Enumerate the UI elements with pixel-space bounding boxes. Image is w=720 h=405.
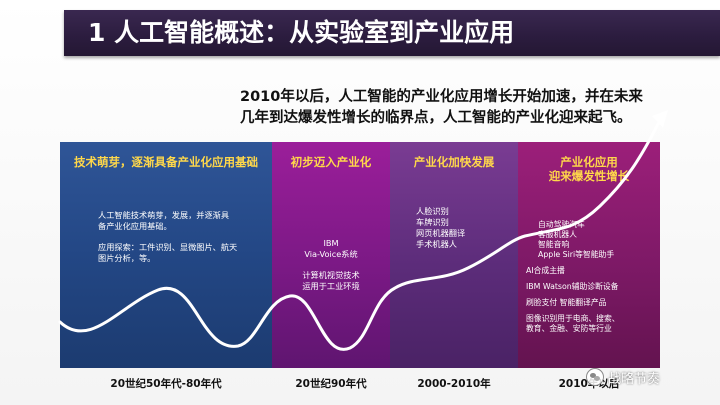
panel-3-line: 人脸识别 [416, 206, 449, 216]
panel-3-line: 网页机器翻译 [416, 228, 466, 238]
panel-3-line: 车牌识别 [416, 217, 449, 227]
era-label-1: 20世纪50年代-80年代 [110, 378, 222, 390]
panel-3-line: 手术机器人 [416, 239, 457, 249]
panel-4-line: 刷脸支付 智能翻译产品 [526, 298, 607, 307]
panel-2-line: 运用于工业环境 [302, 281, 360, 291]
panel-1-line: 应用探索：工件识别、显微图片、航天 [98, 242, 238, 252]
panel-1-spacer [98, 232, 268, 242]
panel-2-heading: 初步迈入产业化 [290, 155, 372, 169]
panel-4-line: Apple Siri等智能助手 [538, 250, 615, 259]
panel-1-heading: 技术萌芽，逐渐具备产业化应用基础 [74, 155, 258, 169]
title-bar [64, 10, 720, 56]
panel-era-1: 技术萌芽，逐渐具备产业化应用基础 人工智能技术萌芽，发展，并逐渐具 备产业化应用… [60, 142, 272, 368]
panel-4-heading-line-2: 迎来爆发性增长 [548, 169, 630, 183]
watermark: 战略节奏 [586, 366, 660, 388]
panel-2-line: IBM [323, 238, 339, 248]
panel-2-line: Via-Voice系统 [304, 249, 358, 259]
panel-era-4: 产业化应用 迎来爆发性增长 自动驾驶汽车 客服机器人 智能音响 Apple Si… [518, 142, 660, 368]
panel-2-body: IBM Via-Voice系统 计算机视觉技术 运用于工业环境 [272, 238, 390, 292]
era-label-2: 20世纪90年代 [295, 378, 367, 390]
era-label-3: 2000-2010年 [417, 378, 491, 390]
panel-4-line: 图像识别用于电商、搜索、 [526, 314, 620, 323]
panel-4-line: IBM Watson辅助诊断设备 [526, 282, 619, 291]
panel-era-2: 初步迈入产业化 IBM Via-Voice系统 计算机视觉技术 运用于工业环境 [272, 142, 390, 368]
panel-1-line: 图片分析，等。 [98, 253, 156, 263]
panel-3-heading: 产业化加快发展 [413, 155, 495, 169]
panel-4-line: AI合成主播 [526, 266, 565, 275]
panel-2-spacer [272, 260, 390, 270]
panel-4-line: 自动驾驶汽车 [538, 220, 585, 229]
panel-4-line: 客服机器人 [538, 230, 577, 239]
intro-line-2: 几年到达爆发性增长的临界点，人工智能的产业化迎来起飞。 [240, 110, 632, 126]
panel-2-line: 计算机视觉技术 [302, 270, 360, 280]
intro-line-1: 2010年以后，人工智能的产业化应用增长开始加速，并在未来 [240, 89, 643, 105]
panel-4-line: 教育、金融、安防等行业 [526, 324, 612, 333]
wechat-icon [586, 368, 604, 386]
slide-title: 1 人工智能概述：从实验室到产业应用 [88, 18, 515, 47]
panel-1-body: 人工智能技术萌芽，发展，并逐渐具 备产业化应用基础。 应用探索：工件识别、显微图… [98, 210, 268, 264]
intro-text: 2010年以后，人工智能的产业化应用增长开始加速，并在未来 几年到达爆发性增长的… [240, 87, 710, 129]
panel-4-body: 自动驾驶汽车 客服机器人 智能音响 Apple Siri等智能助手 AI合成主播… [526, 220, 662, 334]
panel-era-3: 产业化加快发展 人脸识别 车牌识别 网页机器翻译 手术机器人 [390, 142, 518, 368]
panel-3-body: 人脸识别 车牌识别 网页机器翻译 手术机器人 [416, 206, 516, 250]
panel-1-line: 备产业化应用基础。 [98, 221, 172, 231]
panel-1-line: 人工智能技术萌芽，发展，并逐渐具 [98, 210, 230, 220]
watermark-text: 战略节奏 [608, 371, 661, 387]
panel-4-line: 智能音响 [538, 240, 570, 249]
